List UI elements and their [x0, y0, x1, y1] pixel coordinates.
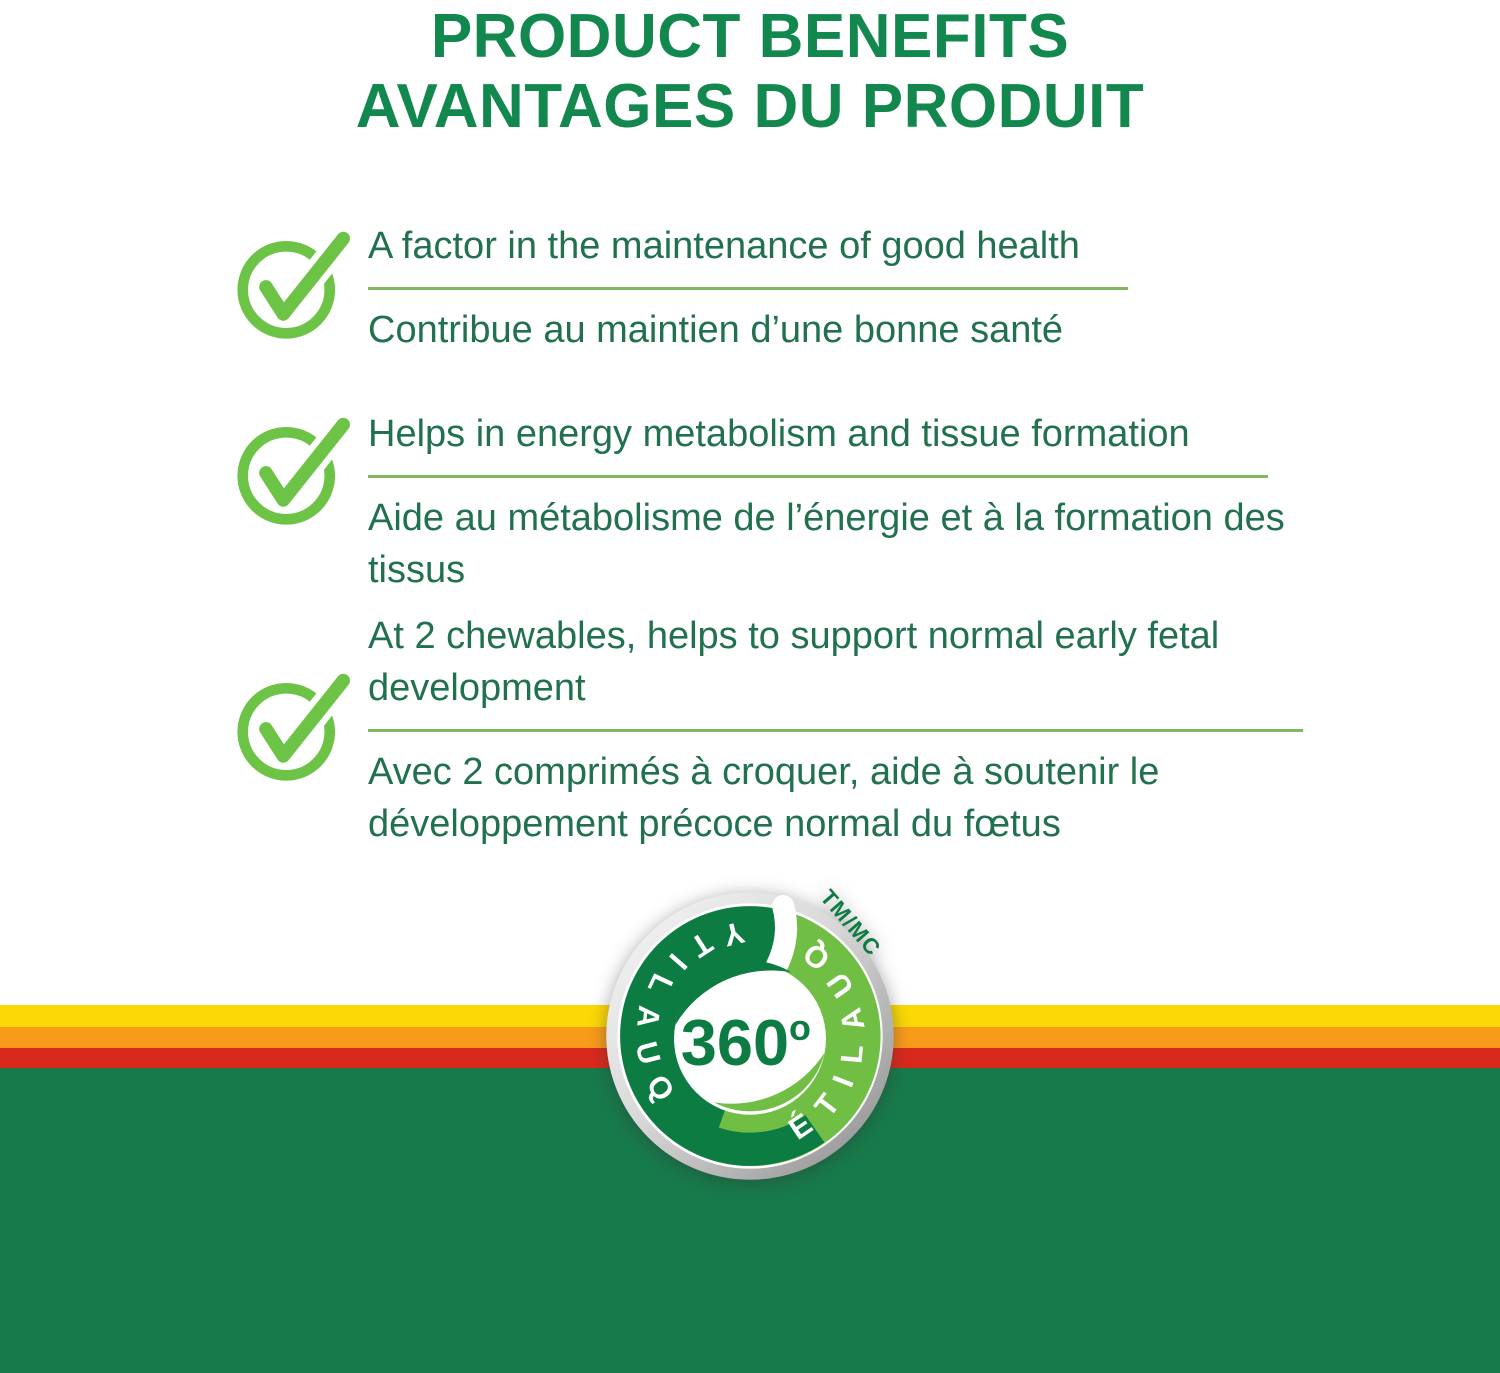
benefit-text-en: Helps in energy metabolism and tissue fo… [368, 413, 1190, 455]
benefit-text-fr: Avec 2 comprimés à croquer, aide à soute… [368, 751, 1160, 845]
quality-360-seal: 360o YTILAUQ ÉTILAUQ TM/MC [606, 885, 894, 1180]
checkmark-icon [237, 412, 352, 525]
benefit-divider [368, 729, 1303, 732]
benefit-row: Helps in energy metabolism and tissue fo… [368, 408, 1358, 596]
benefit-divider [368, 475, 1268, 478]
benefit-row: A factor in the maintenance of good heal… [368, 220, 1358, 356]
checkmark-icon [237, 668, 352, 781]
page-title-line-en: PRODUCT BENEFITS [430, 2, 1070, 71]
benefit-text-en: A factor in the maintenance of good heal… [368, 225, 1080, 267]
benefit-text-fr: Contribue au maintien d’une bonne santé [368, 309, 1064, 351]
seal-360-text: 360o [681, 1006, 811, 1079]
page-title: PRODUCT BENEFITS AVANTAGES DU PRODUIT [0, 2, 1500, 142]
benefit-text-en: At 2 chewables, helps to support normal … [368, 615, 1220, 709]
benefit-text-fr: Aide au métabolisme de l’énergie et à la… [368, 497, 1285, 591]
checkmark-icon [237, 226, 352, 339]
benefit-divider [368, 287, 1128, 290]
benefit-row: At 2 chewables, helps to support normal … [368, 610, 1358, 850]
page-title-line-fr: AVANTAGES DU PRODUIT [355, 72, 1145, 141]
seal-swirl [620, 895, 881, 1167]
